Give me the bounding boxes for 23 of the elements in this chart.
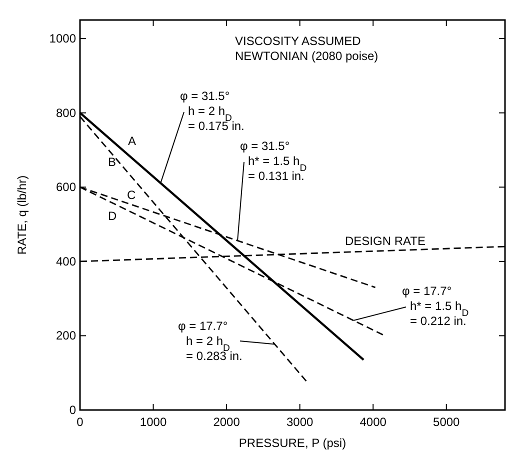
annotation: φ = 31.5° h = 2 h$_{D}$ = 0.175 in. (180, 89, 244, 133)
annotation: φ = 17.7° h* = 1.5 h$_{D}$ = 0.212 in. (402, 284, 469, 328)
series-label: C (127, 188, 136, 202)
x-tick-label: 1000 (140, 415, 167, 429)
x-tick-label: 4000 (360, 415, 387, 429)
y-tick-label: 0 (69, 403, 76, 417)
x-axis-title: PRESSURE, P (psi) (238, 436, 346, 450)
series-label: DESIGN RATE (345, 234, 426, 248)
series-label: A (128, 134, 136, 148)
y-tick-label: 400 (56, 254, 76, 268)
series-label: D (108, 209, 117, 223)
y-tick-label: 800 (56, 106, 76, 120)
annotation: VISCOSITY ASSUMED NEWTONIAN (2080 poise) (235, 34, 378, 63)
annotation: φ = 31.5° h* = 1.5 h$_{D}$ = 0.131 in. (240, 139, 307, 183)
y-tick-label: 200 (56, 328, 76, 343)
annotation: φ = 17.7° h = 2 h$_{D}$ = 0.283 in. (178, 319, 242, 363)
y-tick-label: 1000 (49, 32, 76, 46)
x-tick-label: 2000 (213, 415, 240, 429)
x-tick-label: 5000 (433, 415, 460, 429)
y-tick-label: 600 (56, 180, 76, 194)
x-tick-label: 3000 (286, 415, 314, 429)
y-axis-title: RATE, q (lb/hr) (15, 175, 29, 255)
series-label: B (108, 155, 116, 169)
